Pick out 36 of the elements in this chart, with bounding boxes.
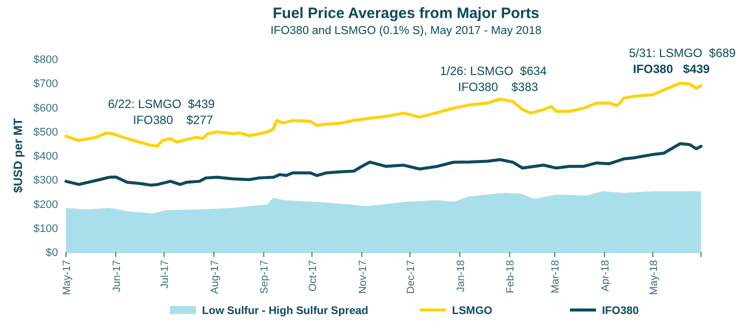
legend-label: LSMGO [452,305,493,317]
annotation: IFO380 $383 [458,80,538,94]
y-tick-label: $600 [34,102,58,114]
y-tick-label: $100 [34,222,58,235]
x-tick-label: Jan-18 [454,260,467,292]
x-tick-label: Mar-18 [550,260,562,294]
y-tick-label: $200 [34,198,58,211]
x-tick-label: May-18 [648,260,660,296]
annotation: IFO380 $439 [633,62,710,76]
y-tick-label: $800 [34,54,58,66]
x-tick-label: May-17 [61,260,73,296]
legend-label: Low Sulfur - High Sulfur Spread [202,305,368,317]
x-tick-label: Oct-17 [306,260,319,292]
y-tick-label: $300 [34,174,58,187]
chart-title: Fuel Price Averages from Major Ports [272,5,540,22]
annotation: 1/26: LSMGO $634 [440,64,548,78]
y-axis-title: $USD per MT [11,117,25,193]
line-series [64,82,702,148]
x-tick-label: Dec-17 [405,260,418,294]
line-series [64,142,702,187]
annotation: 5/31: LSMGO $689 [629,46,736,60]
y-tick-label: $0 [46,247,58,259]
x-tick-label: Sep-17 [258,260,271,294]
x-tick-label: Jul-17 [159,260,172,289]
x-tick-label: Jun-17 [110,260,123,292]
legend-label: IFO380 [602,305,639,317]
annotation: IFO380 $277 [133,113,214,127]
x-tick-label: Feb-18 [504,260,517,294]
annotation: 6/22: LSMGO $439 [108,97,216,111]
chart-subtitle: IFO380 and LSMGO (0.1% S), May 2017 - May 2018 [270,25,542,37]
y-tick-label: $500 [34,126,58,138]
y-tick-label: $400 [34,150,58,162]
x-tick-label: Apr-18 [600,260,612,292]
y-tick-label: $700 [34,78,58,90]
x-tick-label: Aug-17 [208,260,221,294]
x-tick-label: Nov-17 [356,260,369,294]
